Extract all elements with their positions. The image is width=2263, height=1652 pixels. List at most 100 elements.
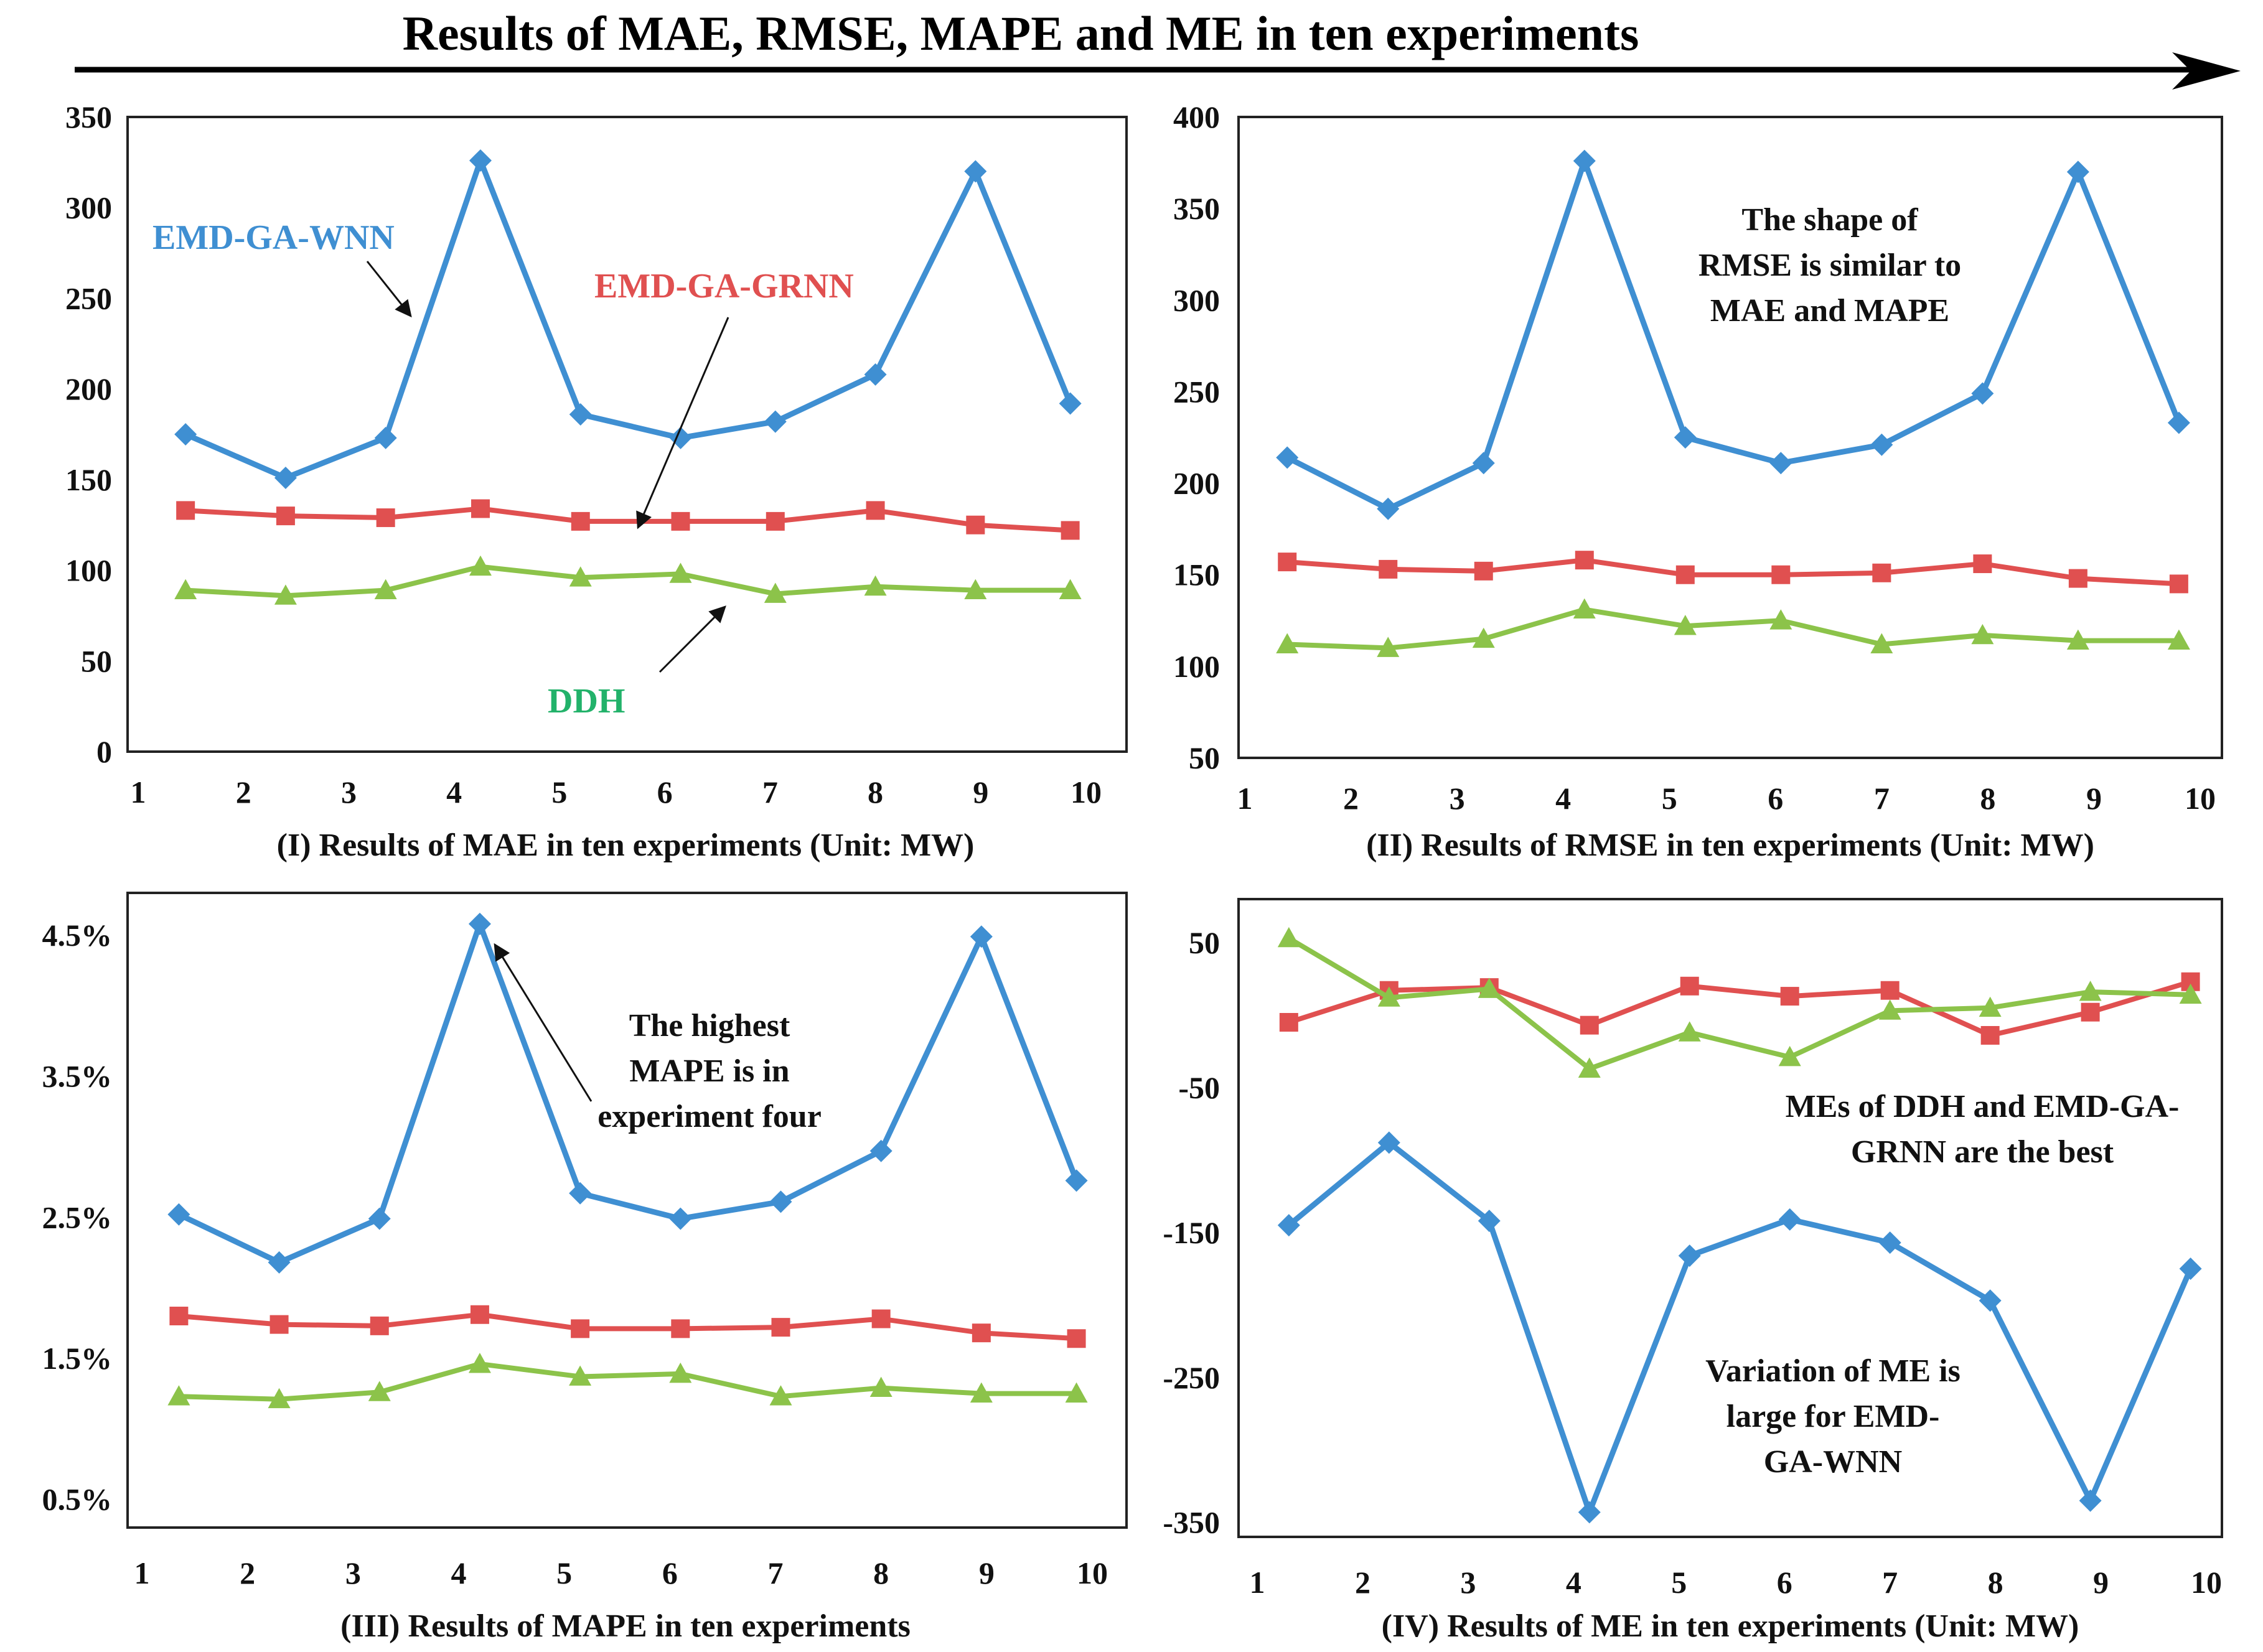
data-point-ddh [1573, 598, 1596, 619]
series-line-ddh [185, 564, 1071, 599]
x-tick-label: 5 [1671, 1565, 1687, 1600]
series-line-emd-ga-wnn [184, 157, 1073, 481]
x-tick-label: 5 [551, 775, 567, 810]
data-point-emd-ga-wnn [1472, 452, 1495, 475]
data-point-ddh [1377, 986, 1400, 1007]
data-point-ddh [1678, 1021, 1701, 1042]
x-tick-label: 1 [131, 775, 146, 810]
annotation-mape-line-2: MAPE is in [629, 1053, 789, 1089]
data-point-emd-ga-wnn [468, 912, 491, 935]
data-point-emd-ga-grnn [1575, 551, 1594, 570]
annotation-me-line-4: large for EMD- [1727, 1399, 1940, 1434]
data-point-emd-ga-wnn [274, 466, 297, 489]
data-point-emd-ga-grnn [966, 515, 985, 534]
series-line-emd-ga-wnn [1286, 158, 2182, 512]
data-point-ddh [368, 1381, 391, 1401]
x-tick-label: 8 [873, 1556, 889, 1590]
series-mape [167, 912, 1088, 1409]
data-point-emd-ga-grnn [471, 499, 490, 518]
annotation-mape-line-3: experiment four [597, 1099, 822, 1134]
label-emd-ga-wnn: EMD-GA-WNN [152, 218, 395, 257]
data-point-ddh [1059, 579, 1082, 600]
x-tick-label: 10 [2191, 1565, 2222, 1600]
data-point-emd-ga-grnn [169, 1307, 189, 1325]
data-point-emd-ga-wnn [2167, 411, 2190, 434]
data-point-emd-ga-grnn [771, 1318, 790, 1337]
data-point-emd-ga-grnn [1771, 565, 1791, 584]
x-tick-label: 3 [1450, 781, 1465, 816]
data-point-ddh [274, 584, 297, 605]
data-point-ddh [1674, 615, 1697, 635]
data-point-emd-ga-grnn [1379, 559, 1398, 579]
annotation-me-line-1: MEs of DDH and EMD-GA- [1786, 1089, 2180, 1124]
data-point-emd-ga-wnn [669, 1207, 692, 1230]
caption-mae: (I) Results of MAE in ten experiments (U… [277, 828, 975, 863]
data-point-emd-ga-wnn [268, 1251, 291, 1274]
series-mae [174, 149, 1082, 605]
data-point-emd-ga-wnn [174, 423, 197, 446]
series-line-emd-ga-grnn [1288, 979, 2191, 1038]
data-point-emd-ga-grnn [1474, 561, 1493, 581]
panel-me: -350 -250 -150 -50 50 1 2 3 4 5 6 7 8 9 10 (IV) Result… [1163, 898, 2223, 1644]
data-point-emd-ga-wnn [1769, 452, 1792, 475]
annotation-mape-line-1: The highest [629, 1008, 790, 1043]
y-tick-label: -50 [1178, 1070, 1220, 1105]
data-point-emd-ga-grnn [1061, 521, 1080, 540]
data-point-ddh [1578, 1057, 1601, 1078]
data-point-emd-ga-wnn [769, 1190, 792, 1213]
y-tick-label: 50 [1189, 740, 1220, 775]
x-tick-label: 1 [1250, 1565, 1265, 1600]
data-point-ddh [469, 555, 492, 576]
y-tick-label: -350 [1163, 1505, 1220, 1540]
plot-frame-rmse [1237, 116, 2223, 759]
data-point-ddh [964, 579, 987, 600]
y-tick-label: 300 [1173, 282, 1220, 317]
series-line-emd-ga-grnn [179, 1312, 1077, 1342]
pointer-arrow-wnn [366, 261, 412, 318]
y-tick-label: 350 [1173, 191, 1220, 226]
data-point-emd-ga-wnn [1578, 1501, 1601, 1524]
data-point-emd-ga-grnn [1278, 553, 1297, 572]
data-point-emd-ga-grnn [571, 1319, 590, 1338]
data-point-ddh [1478, 978, 1501, 998]
y-tick-label: -250 [1163, 1360, 1220, 1395]
axes-rmse: 50 100 150 200 250 300 350 400 1 2 3 4 5 6 7 8 9 10 [1173, 100, 2216, 816]
y-tick-label: 350 [65, 100, 112, 134]
data-point-ddh [1276, 633, 1299, 653]
y-tick-label: 50 [81, 643, 112, 678]
data-point-ddh [374, 579, 397, 600]
panel-mae: 0 50 100 150 200 250 300 350 1 2 3 4 5 6 7 8 9 10 (I) Res… [65, 100, 1128, 863]
y-tick-label: 0 [96, 734, 112, 769]
caption-me: (IV) Results of ME in ten experiments (U… [1382, 1608, 2079, 1644]
y-tick-label: 2.5% [42, 1200, 113, 1234]
pointer-arrow-ddh [658, 605, 726, 673]
x-tick-label: 7 [1874, 781, 1890, 816]
x-tick-label: 9 [2086, 781, 2102, 816]
data-point-emd-ga-wnn [1478, 1210, 1501, 1233]
x-tick-label: 10 [1077, 1556, 1108, 1590]
data-point-emd-ga-wnn [1059, 392, 1082, 415]
data-point-emd-ga-wnn [2079, 1489, 2102, 1512]
data-point-emd-ga-grnn [972, 1323, 991, 1343]
data-point-ddh [569, 1365, 592, 1386]
data-point-ddh [468, 1353, 491, 1373]
x-tick-label: 10 [2185, 781, 2216, 816]
x-tick-label: 2 [240, 1556, 255, 1590]
x-tick-label: 7 [768, 1556, 784, 1590]
annotation-rmse-line-1: The shape of [1741, 202, 1918, 238]
data-point-ddh [2167, 629, 2190, 650]
x-tick-label: 6 [1768, 781, 1783, 816]
x-tick-label: 4 [1555, 781, 1571, 816]
plot-frame-mape [126, 892, 1128, 1529]
plot-frame-mae [126, 116, 1128, 753]
data-point-ddh [769, 1385, 792, 1406]
data-point-emd-ga-wnn [1778, 1208, 1801, 1231]
x-tick-label: 3 [1460, 1565, 1476, 1600]
x-tick-label: 10 [1071, 775, 1102, 810]
data-point-ddh [764, 582, 787, 603]
data-point-emd-ga-wnn [569, 1182, 592, 1205]
data-point-emd-ga-grnn [2081, 1002, 2100, 1022]
y-tick-label: 100 [65, 553, 112, 588]
data-point-emd-ga-wnn [1678, 1244, 1701, 1267]
data-point-ddh [1769, 609, 1792, 630]
